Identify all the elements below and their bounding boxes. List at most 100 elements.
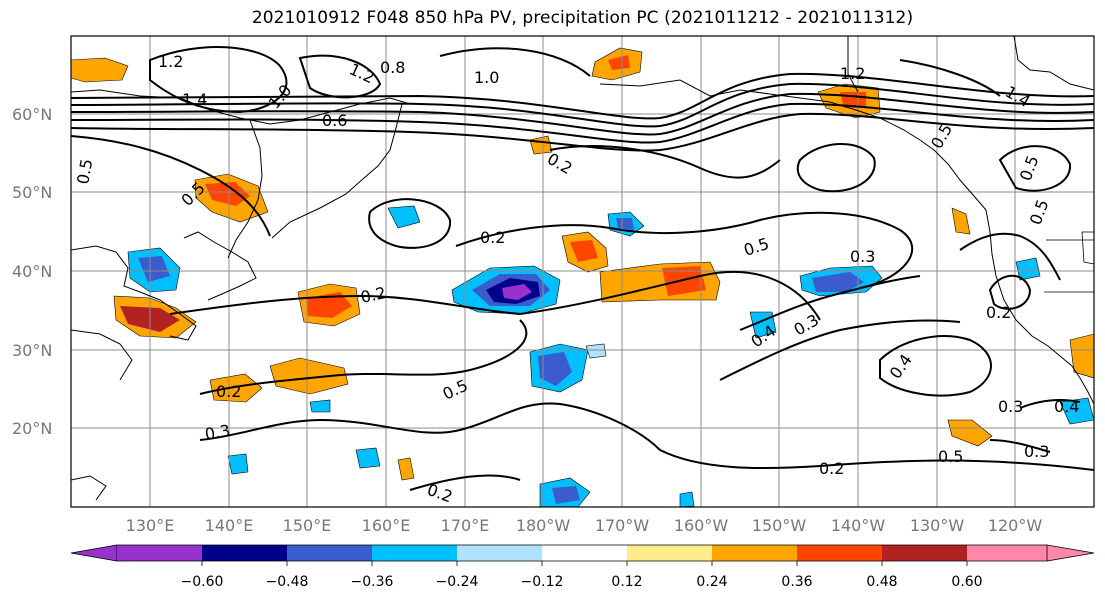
colorbar-tick: 0.48 [866, 574, 897, 590]
colorbar-bin [457, 545, 542, 561]
shade-negative-2b [812, 272, 864, 292]
contour-label: 1.0 [474, 68, 499, 87]
contour-label: 0.5 [741, 234, 771, 260]
lon-label: 130°W [910, 516, 965, 535]
lon-label: 140°E [205, 516, 254, 535]
lat-label: 40°N [12, 262, 52, 281]
contour-label: 0.2 [216, 382, 241, 401]
shade-negative-13 [585, 343, 607, 359]
precip-shading [71, 47, 1094, 507]
shade-positive-14 [397, 457, 415, 481]
contour-label: 0.2 [480, 228, 505, 247]
colorbar-tick: 0.24 [696, 574, 727, 590]
lon-axis: 130°E 140°E 150°E 160°E 170°E 180°W 170°… [126, 516, 1043, 535]
shade-negative-6b [138, 256, 170, 282]
shade-positive-15 [529, 135, 553, 155]
contour-label: 1.4 [182, 90, 207, 109]
lon-label: 170°W [595, 516, 650, 535]
contour-label: 1.2 [346, 59, 377, 87]
colorbar-bin [287, 545, 372, 561]
contour-label: 0.4 [1054, 397, 1079, 416]
colorbar-bin [967, 545, 1047, 561]
lon-label: 160°E [362, 516, 411, 535]
colorbar-tick: 0.12 [611, 574, 642, 590]
contour-label: 0.2 [986, 303, 1011, 322]
shade-positive-5b [570, 240, 598, 262]
colorbar-tick: 0.60 [951, 574, 982, 590]
shade-positive-7b [306, 292, 352, 318]
shade-negative-9 [1015, 257, 1041, 281]
lon-label: 120°W [988, 516, 1043, 535]
lat-label: 30°N [12, 341, 52, 360]
contour-label: 0.8 [380, 58, 405, 77]
lat-axis: 60°N 50°N 40°N 30°N 20°N [12, 105, 52, 438]
colorbar-bin [627, 545, 712, 561]
lat-label: 60°N [12, 105, 52, 124]
contour-label: 0.3 [998, 397, 1023, 416]
contour-label: 1.4 [1002, 82, 1034, 111]
contour-label: 0.5 [440, 376, 471, 404]
shade-positive-4b [205, 182, 250, 206]
shade-positive-9 [269, 357, 349, 395]
shade-positive-13 [951, 207, 971, 235]
contour-label: 1.2 [158, 52, 183, 71]
shade-negative-3b [538, 352, 572, 386]
colorbar-bin [882, 545, 967, 561]
pv-contours [71, 46, 1094, 491]
shade-positive-11 [947, 419, 993, 447]
shade-negative-1d [502, 284, 532, 300]
lon-label: 150°W [752, 516, 807, 535]
contour-label: 0.5 [1026, 197, 1053, 227]
lon-label: 130°E [126, 516, 175, 535]
shade-negative-4b [616, 218, 634, 230]
colorbar: −0.60 −0.48 −0.36 −0.24 −0.12 0.12 0.24 … [70, 544, 1095, 590]
colorbar-extend-min [70, 544, 118, 562]
contour-label: 1.0 [265, 81, 296, 113]
shade-positive-1 [71, 57, 129, 83]
colorbar-bin [712, 545, 797, 561]
lon-label: 160°W [674, 516, 729, 535]
contour-label: 0.2 [544, 149, 576, 178]
contour-label: 0.6 [322, 111, 347, 130]
colorbar-extend-max [1046, 544, 1095, 562]
colorbar-tick: −0.12 [521, 574, 564, 590]
lon-label: 180°W [516, 516, 571, 535]
map-title: 2021010912 F048 850 hPa PV, precipitatio… [251, 8, 914, 28]
contour-label: 0.5 [73, 157, 96, 185]
contour-label: 0.5 [938, 447, 963, 466]
shade-positive-10 [209, 373, 263, 403]
contour-label: 0.2 [819, 459, 844, 478]
colorbar-bin [372, 545, 457, 561]
contour-label: 0.3 [203, 421, 231, 444]
colorbar-bin [542, 545, 627, 561]
contour-label: 0.3 [850, 247, 875, 266]
contour-label: 0.4 [886, 351, 916, 383]
shade-negative-5 [387, 205, 421, 229]
shade-negative-15 [679, 491, 695, 507]
contour-label: 0.2 [359, 283, 388, 307]
colorbar-tick: −0.36 [351, 574, 394, 590]
shade-negative-7b [552, 486, 580, 504]
shade-positive-6b [662, 266, 706, 296]
shade-negative-10 [227, 453, 249, 475]
shade-negative-12 [1059, 397, 1094, 425]
shade-positive-12 [1069, 333, 1094, 379]
lat-label: 20°N [12, 419, 52, 438]
colorbar-tick: 0.36 [781, 574, 812, 590]
shade-negative-11 [355, 447, 381, 469]
colorbar-tick: −0.48 [266, 574, 309, 590]
contour-label: 0.5 [1016, 153, 1043, 183]
colorbar-tick: −0.24 [436, 574, 479, 590]
lon-label: 140°W [831, 516, 886, 535]
lat-label: 50°N [12, 183, 52, 202]
lon-label: 150°E [283, 516, 332, 535]
colorbar-tick: −0.60 [181, 574, 224, 590]
shade-positive-2b [608, 55, 630, 70]
contour-label: 0.2 [425, 480, 455, 507]
lon-label: 170°E [441, 516, 490, 535]
contour-label: 1.2 [840, 64, 865, 83]
map-frame [70, 35, 1095, 508]
colorbar-bin [797, 545, 882, 561]
shade-negative-14 [309, 399, 331, 413]
